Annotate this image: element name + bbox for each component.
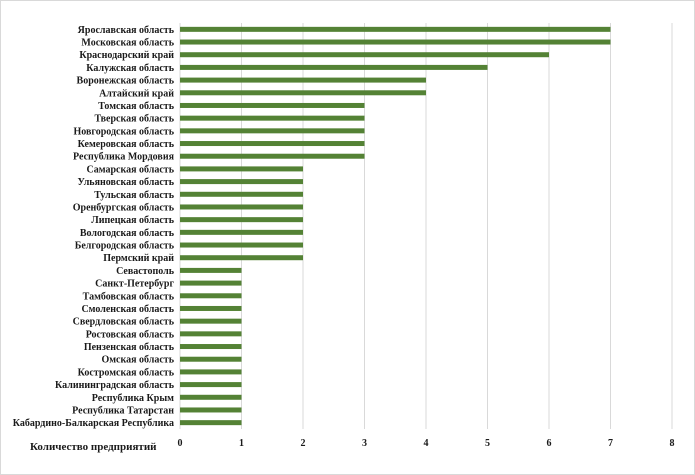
bar — [180, 141, 365, 147]
bar — [180, 204, 303, 210]
bar — [180, 407, 242, 413]
category-label: Севастополь — [116, 266, 175, 277]
x-tick-label: 7 — [608, 438, 613, 449]
bar — [180, 280, 242, 286]
x-tick-label: 2 — [301, 438, 306, 449]
x-axis-title: Количество предприятий — [30, 441, 157, 453]
category-label: Томская область — [98, 101, 175, 112]
bar — [180, 77, 426, 83]
category-label: Тамбовская область — [83, 291, 175, 302]
gridlines — [179, 23, 673, 429]
x-tick-label: 5 — [485, 438, 490, 449]
category-label: Кабардино-Балкарская Республика — [13, 418, 174, 429]
category-label: Вологодская область — [80, 228, 175, 239]
category-label: Тверская область — [94, 114, 174, 125]
x-tick-label: 1 — [239, 438, 244, 449]
category-label: Московская область — [81, 38, 174, 49]
bar — [180, 179, 303, 185]
category-label: Санкт-Петербург — [95, 279, 174, 290]
x-tick-label: 3 — [362, 438, 367, 449]
category-label: Белгородская область — [75, 241, 175, 252]
category-label: Омская область — [101, 355, 174, 366]
bar — [180, 26, 611, 32]
category-label: Ярославская область — [78, 25, 175, 36]
category-label: Смоленская область — [81, 304, 174, 315]
bar — [180, 217, 303, 223]
category-label: Пермский край — [103, 253, 174, 264]
category-label: Самарская область — [87, 164, 175, 175]
category-label: Новгородская область — [73, 126, 174, 137]
x-tick-label: 6 — [547, 438, 552, 449]
bars — [180, 26, 611, 426]
category-label: Калужская область — [86, 63, 174, 74]
category-label: Кемеровская область — [78, 139, 175, 150]
bar — [180, 242, 303, 248]
category-label: Воронежская область — [77, 76, 175, 87]
category-label: Краснодарский край — [79, 50, 174, 61]
bar — [180, 356, 242, 362]
category-label: Республика Мордовия — [73, 152, 175, 163]
bar — [180, 166, 303, 172]
category-labels: Ярославская область Московская областьКра… — [13, 25, 175, 429]
bar — [180, 229, 303, 235]
category-label: Пензенская область — [84, 342, 175, 353]
bar — [180, 369, 242, 375]
bar — [180, 39, 611, 45]
category-label: Костромская область — [78, 367, 175, 378]
category-label: Оренбургская область — [73, 202, 175, 213]
bar — [180, 420, 242, 426]
bar — [180, 255, 303, 261]
bar — [180, 191, 303, 197]
bar — [180, 52, 549, 58]
bar — [180, 267, 242, 273]
category-label: Ульяновская область — [77, 177, 174, 188]
bar — [180, 153, 365, 159]
bar — [180, 305, 242, 311]
category-label: Липецкая область — [91, 215, 174, 226]
bar — [180, 331, 242, 337]
category-label: Алтайский край — [99, 88, 174, 99]
category-label: Ростовская область — [86, 329, 175, 340]
bar — [180, 102, 365, 108]
category-label: Тульская область — [94, 190, 174, 201]
bar — [180, 293, 242, 299]
category-label: Свердловская область — [73, 317, 175, 328]
category-label: Республика Татарстан — [72, 405, 174, 416]
x-tick-label: 4 — [424, 438, 429, 449]
x-tick-label: 8 — [670, 438, 675, 449]
bar — [180, 128, 365, 134]
category-label: Калининградская область — [55, 380, 175, 391]
bar — [180, 394, 242, 400]
bar — [180, 382, 242, 388]
bar — [180, 64, 488, 70]
category-label: Республика Крым — [92, 393, 174, 404]
bar — [180, 318, 242, 324]
x-tick-labels: 0 1 2 3 4 5 6 7 8 — [178, 438, 675, 449]
bar — [180, 90, 426, 96]
bar — [180, 344, 242, 350]
x-tick-label: 0 — [178, 438, 183, 449]
bar — [180, 115, 365, 121]
